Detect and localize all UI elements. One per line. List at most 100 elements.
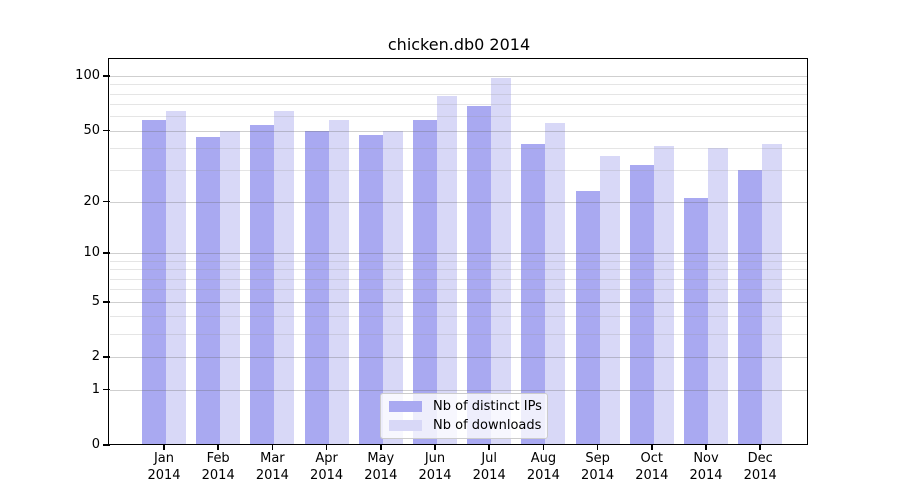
x-tick-label-may: May 2014 <box>344 450 418 484</box>
y-tick-label-2: 2 <box>91 349 100 365</box>
x-tick-label-year-jul: 2014 <box>472 468 506 483</box>
y-tick-label-5: 5 <box>91 293 100 309</box>
bar-distinct-ips-nov <box>684 197 708 445</box>
bar-downloads-aug <box>545 123 566 445</box>
y-tick-mark-1 <box>103 388 110 391</box>
legend-label-distinct-ips: Nb of distinct IPs <box>433 399 542 414</box>
x-tick-label-month-apr: Apr <box>315 451 338 466</box>
bar-distinct-ips-jun <box>413 120 437 445</box>
x-tick-label-month-jan: Jan <box>153 451 175 466</box>
gridline-major-50 <box>110 130 808 132</box>
x-tick-mark-jun <box>434 445 436 450</box>
bar-downloads-nov <box>708 148 728 445</box>
x-tick-label-sep: Sep 2014 <box>561 450 635 484</box>
gridline-minor-8 <box>110 269 808 271</box>
x-tick-label-year-jan: 2014 <box>147 468 181 483</box>
gridline-major-100 <box>110 76 808 78</box>
x-tick-mark-mar <box>271 445 274 450</box>
y-tick-mark-0 <box>103 444 110 446</box>
gridline-minor-90 <box>110 84 808 86</box>
x-tick-label-year-aug: 2014 <box>526 468 560 483</box>
bar-downloads-dec <box>762 144 783 445</box>
x-tick-mark-jul <box>488 445 490 450</box>
bar-distinct-ips-jul <box>467 106 492 445</box>
x-tick-mark-nov <box>705 445 707 450</box>
legend-item-distinct-ips: Nb of distinct IPs <box>389 399 542 414</box>
legend-item-downloads: Nb of downloads <box>389 418 541 433</box>
gridline-minor-40 <box>110 148 808 150</box>
gridline-minor-3 <box>110 334 808 336</box>
x-tick-label-month-may: May <box>367 451 395 466</box>
x-tick-label-jun: Jun 2014 <box>398 450 472 484</box>
x-tick-label-year-nov: 2014 <box>689 468 723 483</box>
x-tick-label-mar: Mar 2014 <box>235 450 309 484</box>
grid-layer <box>110 60 808 445</box>
x-tick-label-month-aug: Aug <box>530 451 557 466</box>
x-tick-label-year-apr: 2014 <box>310 468 344 483</box>
x-tick-mark-oct <box>651 445 653 450</box>
gridline-minor-30 <box>110 170 808 172</box>
x-tick-mark-apr <box>325 445 328 450</box>
gridline-minor-7 <box>110 278 808 280</box>
gridline-major-2 <box>110 357 808 359</box>
y-tick-label-0: 0 <box>91 437 100 452</box>
x-tick-label-nov: Nov 2014 <box>669 450 743 484</box>
gridline-minor-4 <box>110 316 808 318</box>
bar-distinct-ips-apr <box>304 130 329 445</box>
legend: Nb of distinct IPs Nb of downloads <box>380 393 548 439</box>
x-tick-label-feb: Feb 2014 <box>181 450 255 484</box>
bar-distinct-ips-may <box>358 135 383 445</box>
legend-swatch-downloads <box>389 420 422 431</box>
bar-downloads-mar <box>274 111 295 445</box>
gridline-minor-9 <box>110 260 808 262</box>
x-tick-mark-aug <box>542 445 545 450</box>
y-tick-label-10: 10 <box>83 245 100 261</box>
bar-downloads-jun <box>437 95 457 445</box>
y-tick-mark-20 <box>103 200 110 203</box>
x-tick-label-jan: Jan 2014 <box>127 450 201 484</box>
x-tick-mark-dec <box>759 445 761 450</box>
x-tick-label-oct: Oct 2014 <box>615 450 689 484</box>
x-tick-mark-jan <box>163 445 165 450</box>
x-tick-mark-sep <box>596 445 599 450</box>
gridline-minor-80 <box>110 93 808 95</box>
bar-downloads-oct <box>653 146 674 445</box>
x-tick-label-dec: Dec 2014 <box>723 450 797 484</box>
y-tick-label-100: 100 <box>75 68 100 83</box>
bar-downloads-may <box>382 130 403 445</box>
y-tick-mark-5 <box>103 300 110 303</box>
x-tick-label-aug: Aug 2014 <box>506 450 580 484</box>
gridline-major-5 <box>110 301 808 303</box>
x-tick-label-year-mar: 2014 <box>255 468 289 483</box>
x-tick-label-month-jun: Jun <box>424 451 446 466</box>
y-tick-label-20: 20 <box>83 193 100 209</box>
x-tick-label-apr: Apr 2014 <box>290 450 364 484</box>
x-tick-label-month-jul: Jul <box>481 451 498 466</box>
x-tick-label-year-sep: 2014 <box>581 468 615 483</box>
legend-swatch-distinct-ips <box>389 401 422 412</box>
x-tick-label-year-oct: 2014 <box>635 468 669 483</box>
x-tick-label-year-feb: 2014 <box>201 468 235 483</box>
bar-downloads-sep <box>599 156 620 445</box>
x-tick-label-jul: Jul 2014 <box>452 450 526 484</box>
bar-distinct-ips-feb <box>196 137 221 445</box>
gridline-major-10 <box>110 253 808 255</box>
x-tick-label-month-dec: Dec <box>747 451 773 466</box>
bar-downloads-jul <box>491 77 512 445</box>
x-tick-label-month-nov: Nov <box>693 451 719 466</box>
y-tick-mark-100 <box>103 75 110 77</box>
x-tick-label-year-may: 2014 <box>364 468 398 483</box>
bar-distinct-ips-sep <box>575 190 600 445</box>
y-tick-mark-10 <box>103 252 110 255</box>
x-tick-label-year-dec: 2014 <box>743 468 777 483</box>
bar-distinct-ips-mar <box>250 124 275 445</box>
y-tick-mark-2 <box>103 356 110 358</box>
x-tick-mark-may <box>380 445 382 450</box>
bar-distinct-ips-dec <box>738 170 763 445</box>
y-tick-label-1: 1 <box>91 381 100 397</box>
gridline-minor-6 <box>110 289 808 291</box>
x-tick-label-year-jun: 2014 <box>418 468 452 483</box>
y-tick-mark-50 <box>103 129 110 132</box>
gridline-major-20 <box>110 201 808 203</box>
